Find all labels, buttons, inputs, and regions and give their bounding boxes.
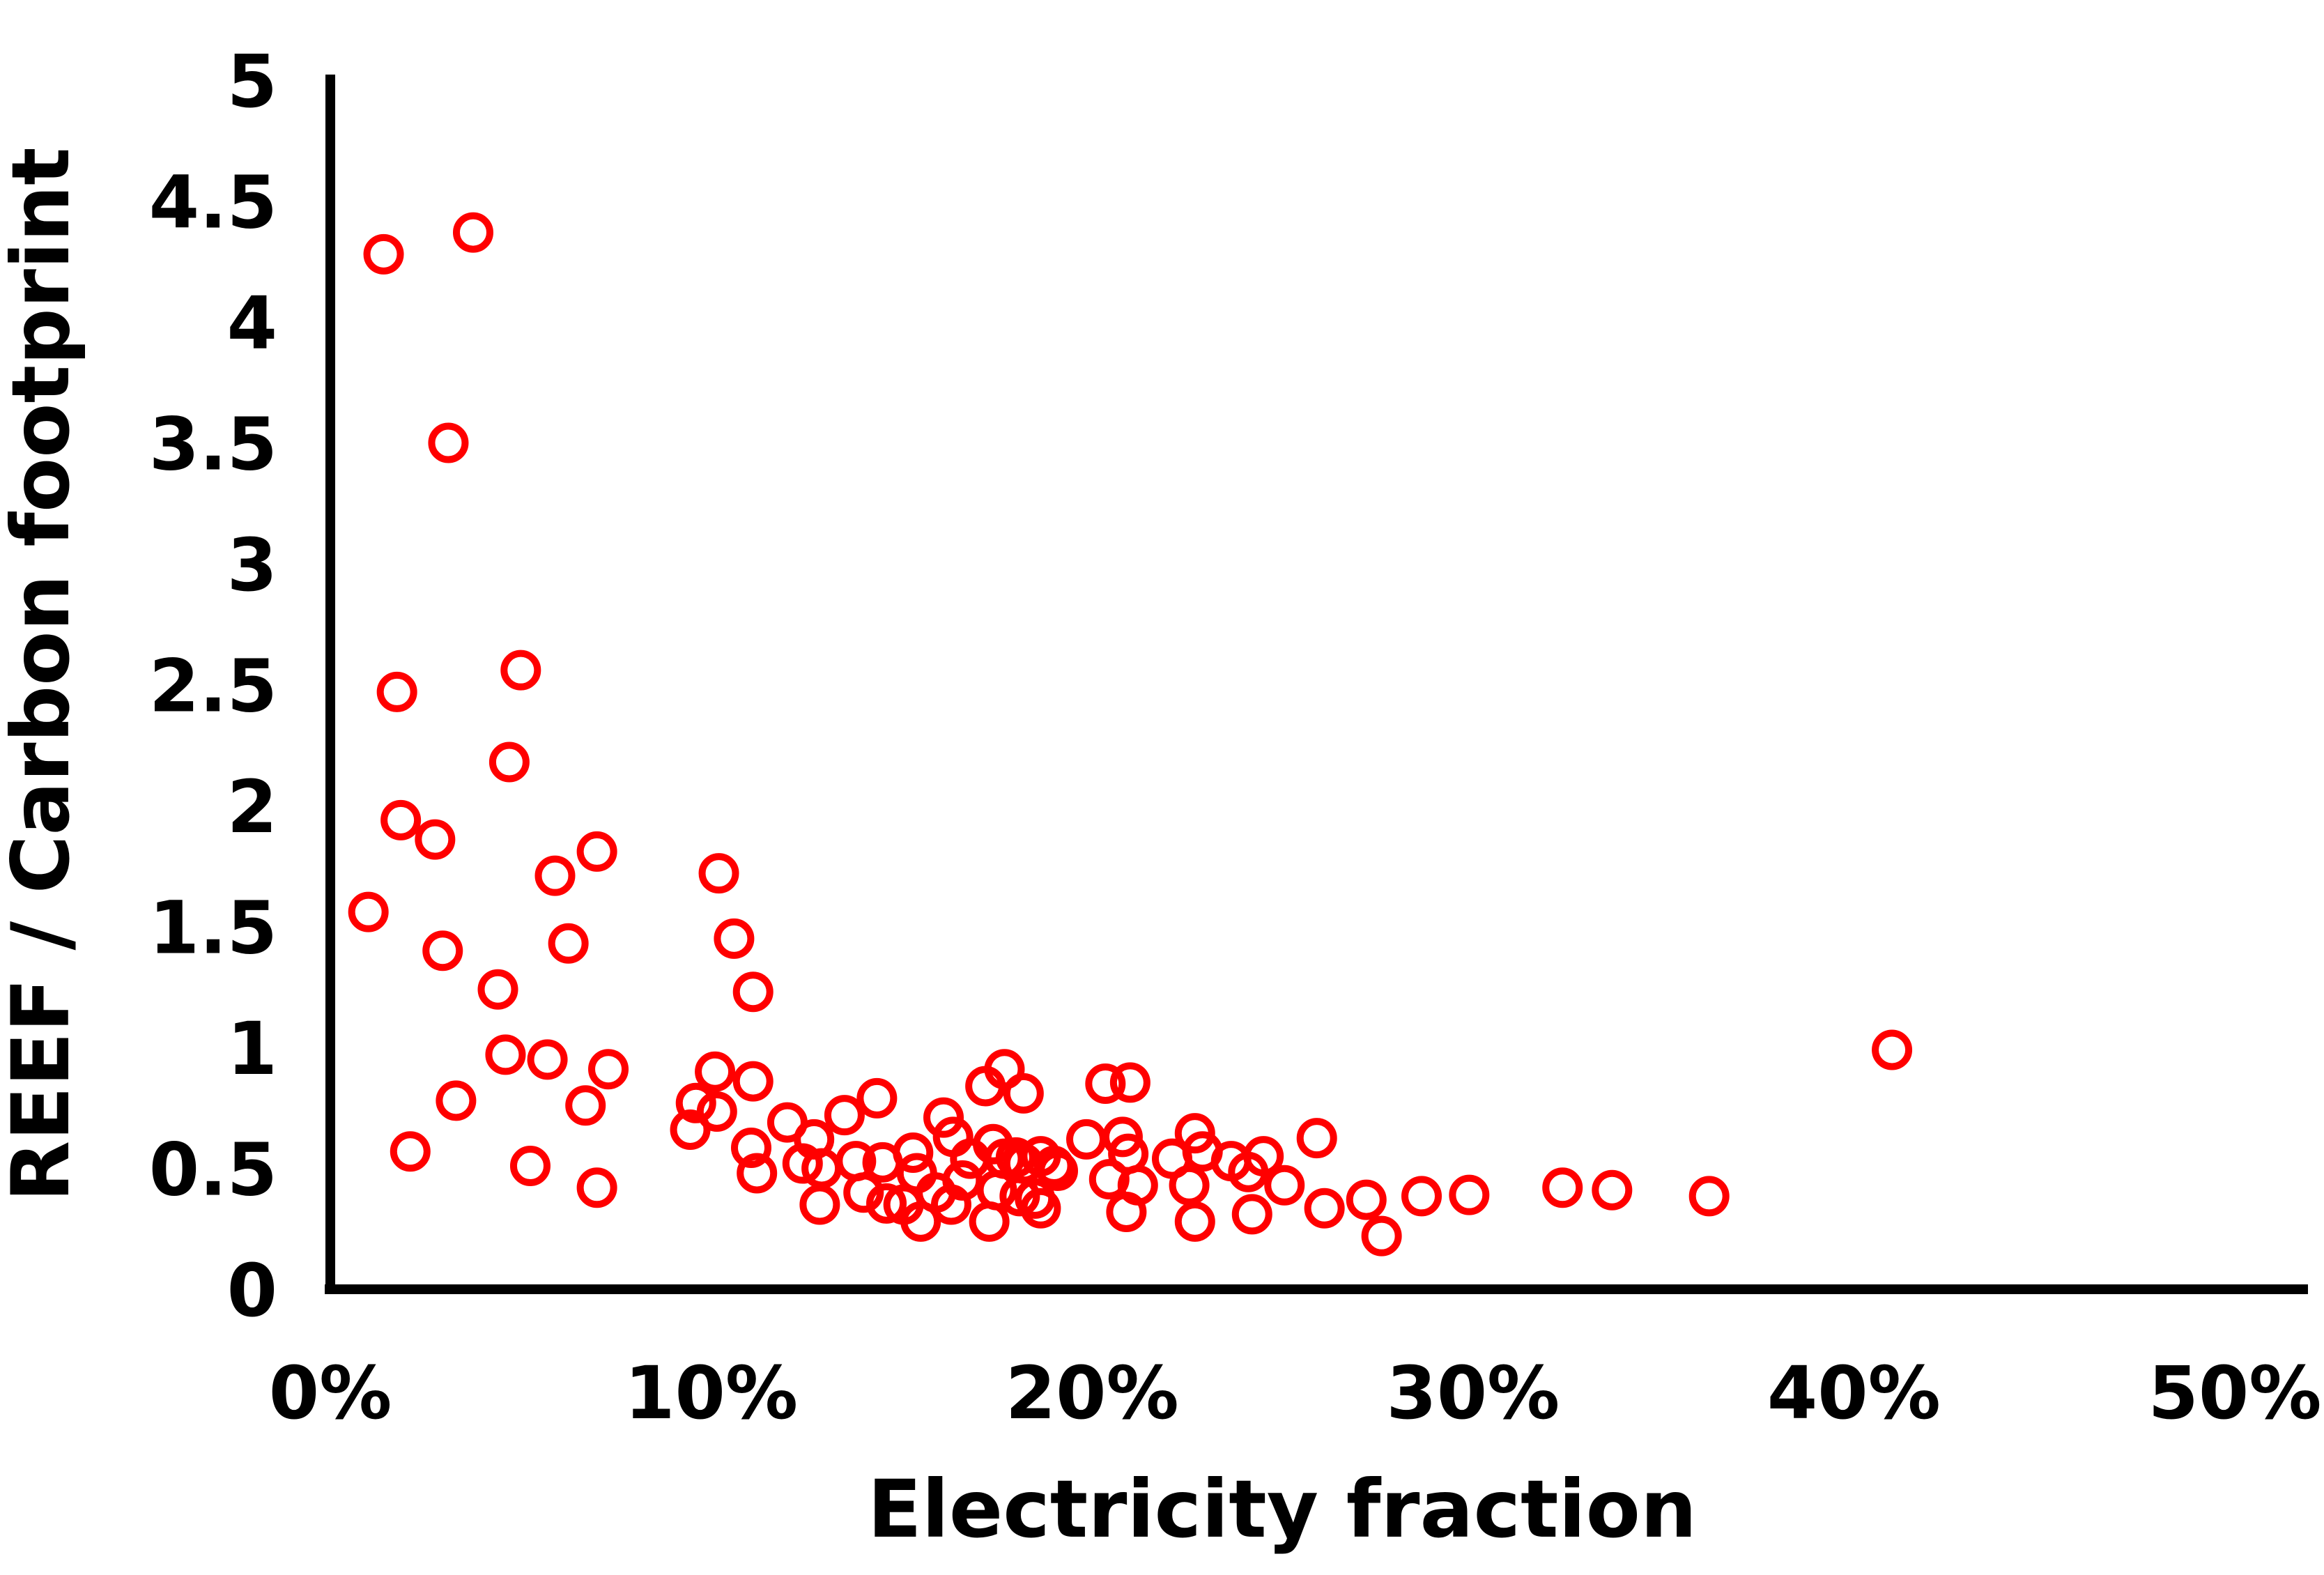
data-point	[696, 1091, 737, 1132]
data-point	[930, 1184, 971, 1225]
data-point	[1169, 1165, 1210, 1206]
data-point	[488, 742, 530, 783]
data-point	[415, 819, 456, 860]
data-point	[670, 1109, 711, 1150]
data-point	[893, 1132, 934, 1173]
data-point	[509, 1146, 551, 1187]
data-point	[1449, 1174, 1490, 1215]
data-point	[500, 650, 541, 691]
data-point	[843, 1172, 884, 1213]
data-point	[999, 1176, 1040, 1217]
data-point	[732, 1061, 774, 1102]
y-tick-labels: 0 0.5 1 1.5 2 2.5 3 3.5 4 4.5 5	[149, 39, 277, 1333]
data-point	[1361, 1215, 1402, 1257]
data-point	[390, 1131, 431, 1172]
data-point	[782, 1143, 823, 1184]
data-point	[1304, 1188, 1345, 1229]
y-tick-label: 5	[227, 39, 277, 124]
data-point	[485, 1034, 526, 1075]
data-point	[856, 1077, 898, 1119]
data-point	[376, 671, 417, 712]
data-point	[737, 1153, 778, 1194]
data-point	[1296, 1118, 1337, 1159]
data-point	[995, 1137, 1036, 1178]
x-tick-label: 20%	[1006, 1351, 1179, 1436]
data-point	[527, 1039, 568, 1080]
data-point	[1592, 1169, 1633, 1211]
data-point	[1085, 1063, 1126, 1105]
data-point	[1003, 1073, 1044, 1114]
y-tick-label: 3.5	[149, 402, 277, 487]
data-point	[1243, 1136, 1284, 1177]
x-tick-label: 40%	[1767, 1351, 1941, 1436]
data-point	[1020, 1188, 1061, 1229]
data-point	[348, 891, 389, 932]
data-point	[422, 930, 463, 971]
y-tick-label: 0.5	[149, 1128, 277, 1213]
x-tick-label: 50%	[2148, 1351, 2322, 1436]
data-point	[1872, 1029, 1913, 1070]
data-point	[732, 971, 774, 1013]
data-point	[1231, 1194, 1272, 1235]
y-tick-label: 2.5	[149, 644, 277, 729]
x-axis-title: Electricity fraction	[868, 1463, 1697, 1555]
data-point	[969, 1201, 1010, 1242]
data-point	[1066, 1119, 1107, 1160]
data-point	[380, 799, 422, 840]
data-point	[799, 1184, 840, 1225]
y-tick-label: 1	[227, 1006, 277, 1091]
data-point	[866, 1183, 907, 1224]
data-point	[1174, 1113, 1215, 1154]
y-tick-label: 3	[227, 523, 277, 608]
data-point	[534, 855, 576, 896]
x-tick-label: 0%	[269, 1351, 392, 1436]
axes	[325, 75, 2308, 1294]
data-point	[1264, 1165, 1305, 1206]
data-point	[824, 1095, 865, 1136]
data-point	[695, 1051, 736, 1092]
data-point	[698, 853, 739, 894]
data-point	[1542, 1167, 1583, 1208]
data-point	[1109, 1062, 1151, 1103]
y-tick-label: 4.5	[149, 160, 277, 245]
data-point	[436, 1080, 477, 1121]
y-tick-label: 1.5	[149, 886, 277, 971]
y-axis-title: REEF / Carbon footprint	[0, 147, 87, 1201]
data-points	[348, 212, 1913, 1257]
data-point	[576, 831, 617, 872]
y-tick-label: 2	[227, 765, 277, 850]
x-tick-label: 30%	[1386, 1351, 1560, 1436]
data-point	[714, 918, 755, 959]
data-point	[428, 422, 469, 463]
data-point	[1401, 1176, 1442, 1217]
data-point	[1346, 1179, 1387, 1220]
data-point	[1174, 1201, 1215, 1242]
data-point	[1106, 1191, 1147, 1232]
data-point	[730, 1128, 771, 1169]
data-point	[900, 1201, 941, 1242]
y-tick-label: 4	[227, 281, 277, 366]
data-point	[984, 1049, 1025, 1090]
data-point	[1688, 1176, 1730, 1217]
x-tick-labels: 0% 10% 20% 30% 40% 50%	[269, 1351, 2322, 1436]
data-point	[675, 1082, 716, 1123]
data-point	[576, 1167, 617, 1208]
y-tick-label: 0	[227, 1248, 277, 1333]
data-point	[477, 969, 518, 1010]
x-tick-label: 10%	[624, 1351, 798, 1436]
data-point	[1038, 1150, 1079, 1191]
data-point	[565, 1085, 606, 1126]
data-point	[363, 233, 404, 275]
data-point	[452, 212, 493, 253]
data-point	[588, 1049, 629, 1090]
data-point	[548, 923, 589, 964]
data-point	[923, 1097, 964, 1138]
